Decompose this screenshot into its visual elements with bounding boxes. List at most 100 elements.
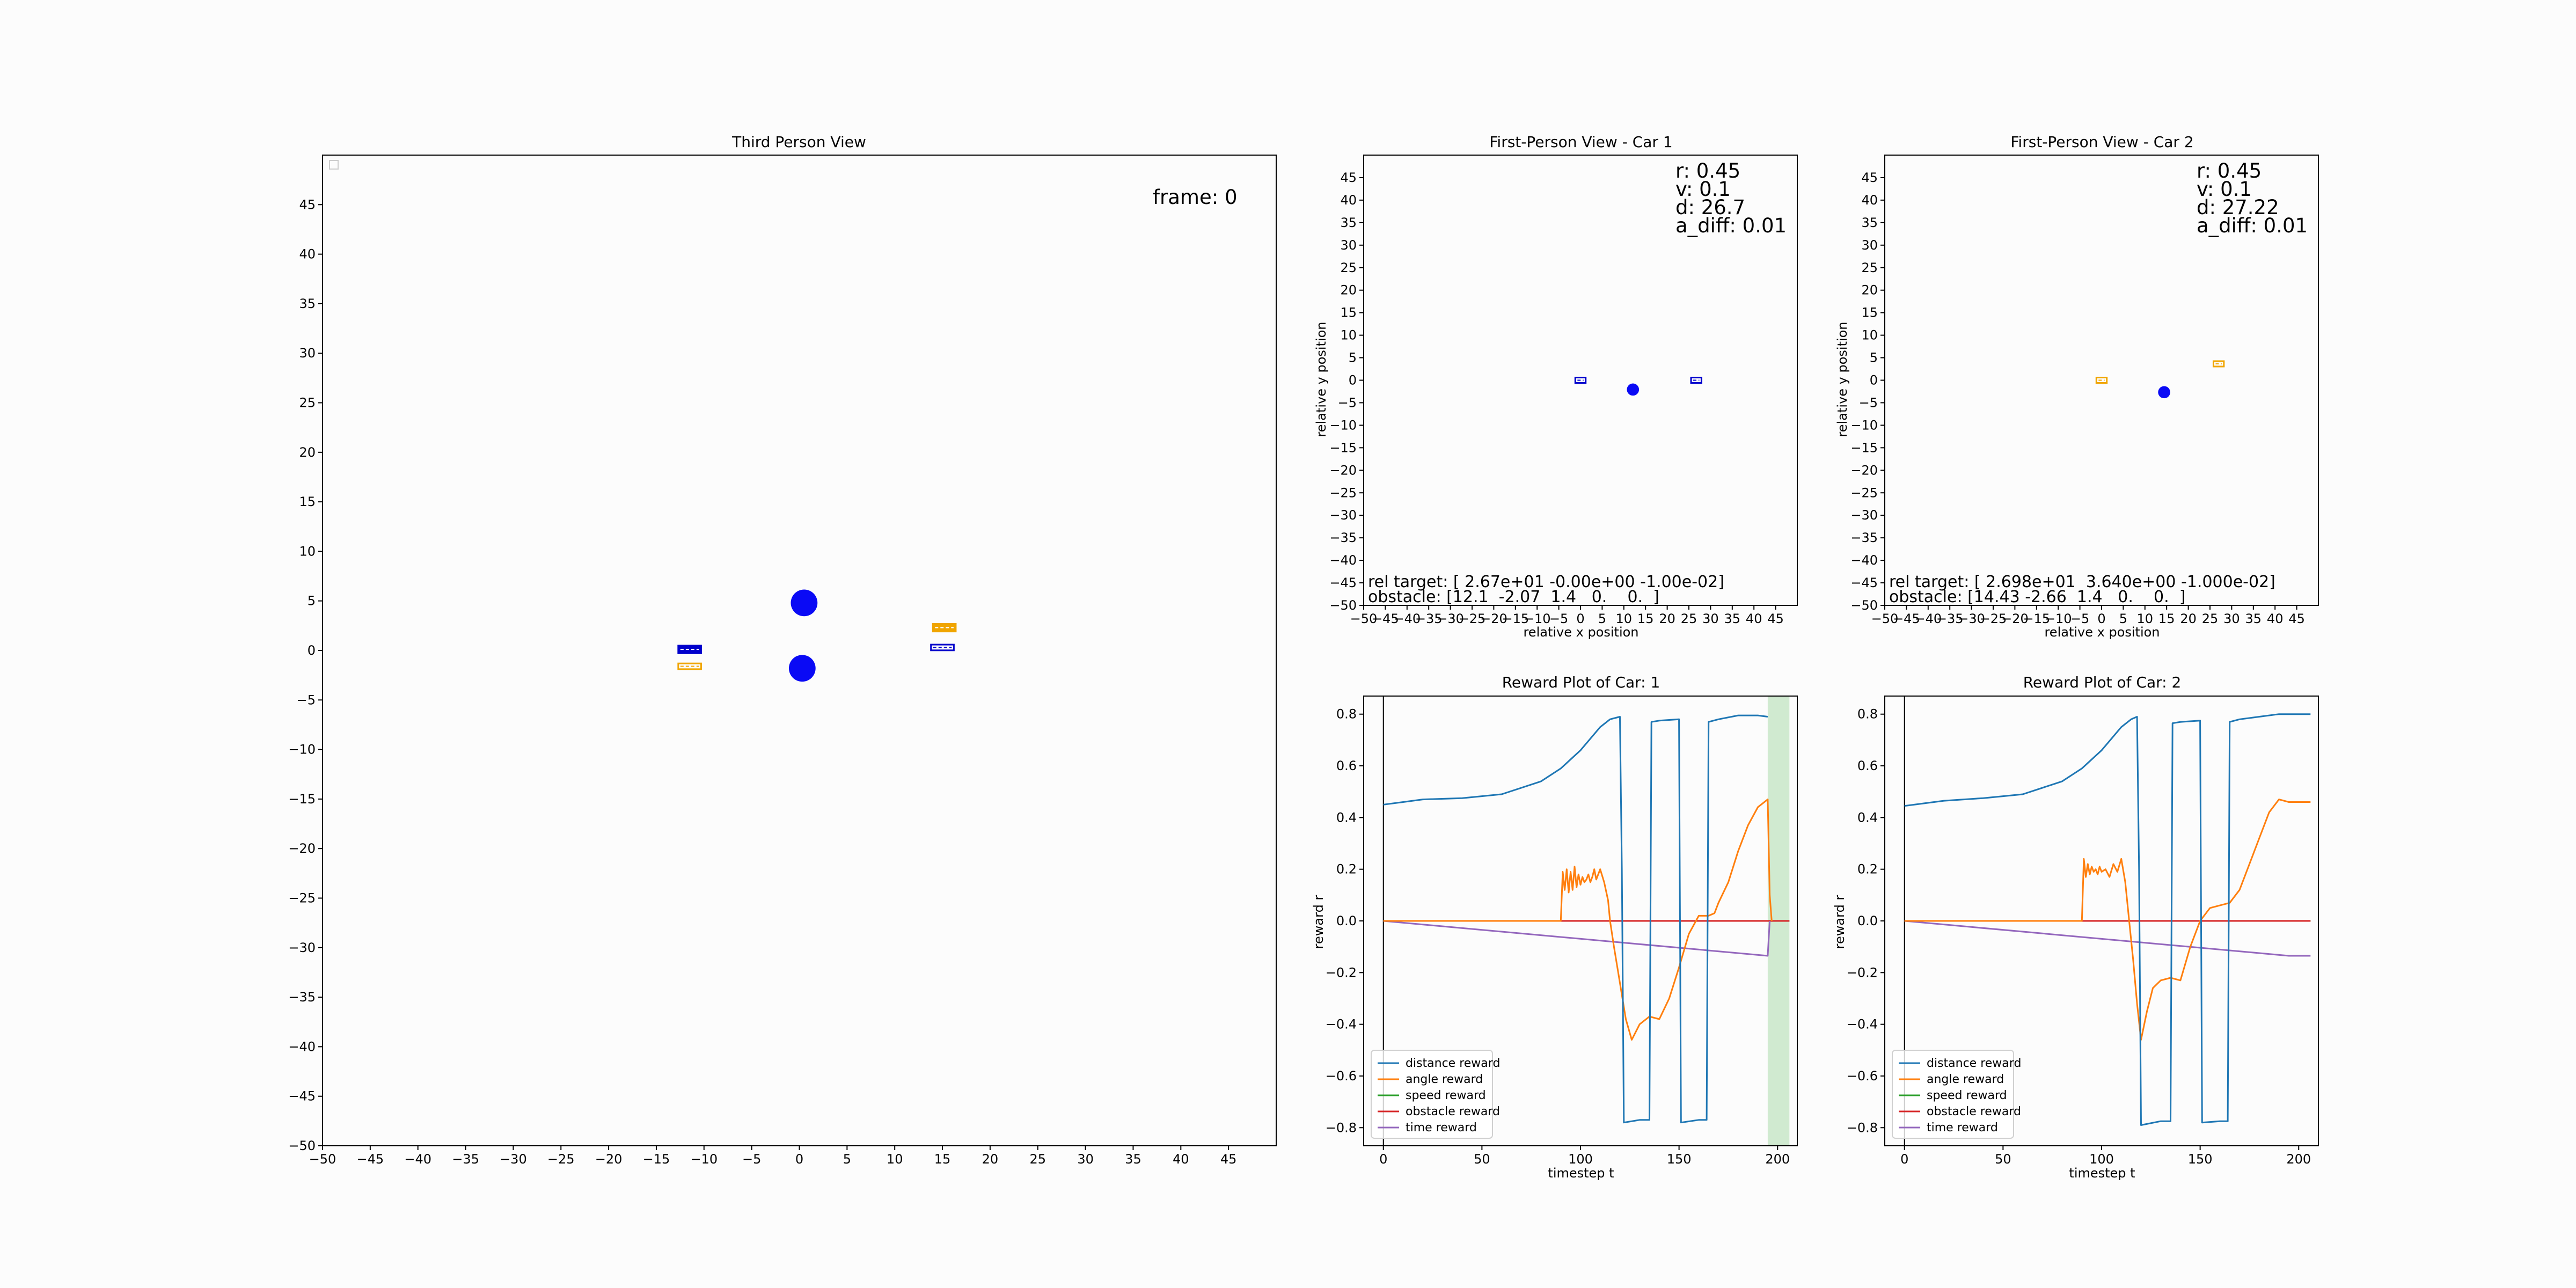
third-xtick-label: 0: [795, 1152, 803, 1167]
third-xtick-label: −10: [690, 1152, 718, 1167]
fp1-xtick-label: −10: [1524, 611, 1551, 626]
rew1-ytick-label: −0.2: [1326, 965, 1357, 980]
fp2-ytick-label: −50: [1850, 598, 1878, 613]
fp1-ytick-label: 45: [1340, 170, 1357, 185]
fp2-car: [2095, 377, 2108, 384]
third-xtick-label: −5: [742, 1152, 761, 1167]
third-xtick-label: 35: [1125, 1152, 1141, 1167]
fp1-ytick-label: 20: [1340, 283, 1357, 298]
rew1-xtick-label: 200: [1765, 1152, 1790, 1167]
third-xtick-label: 15: [934, 1152, 951, 1167]
fp2-xtick-label: 20: [2180, 611, 2197, 626]
fp2-info-r: r: 0.45: [2197, 159, 2262, 182]
fp1-xtick-label: −20: [1480, 611, 1507, 626]
fp2-ytick-label: −40: [1850, 553, 1878, 568]
fp1-xtick-label: 10: [1616, 611, 1633, 626]
rew1-ytick-label: 0.0: [1336, 913, 1357, 928]
fp2-xtick-label: −5: [2070, 611, 2089, 626]
rew2-series-time-reward: [1904, 920, 2311, 957]
rew1-ytick-label: −0.6: [1326, 1069, 1357, 1084]
third-ytick-label: −15: [288, 792, 316, 807]
rew1-legend-label: speed reward: [1406, 1089, 1486, 1102]
fp1-xtick-label: 30: [1702, 611, 1719, 626]
fp1-xtick-label: −30: [1437, 611, 1464, 626]
rew1-xlabel: timestep t: [1548, 1166, 1614, 1181]
fp2-obstacle: [2158, 386, 2170, 399]
fp1-obstacle: [1627, 383, 1640, 396]
fp2-ytick-label: −20: [1850, 463, 1878, 478]
fp2-ytick-label: 45: [1861, 170, 1878, 185]
fp1-ytick-label: −5: [1338, 395, 1357, 410]
fp2-ytick-label: 25: [1861, 260, 1878, 275]
fp2-info-v: v: 0.1: [2197, 178, 2252, 201]
rew2-ytick-label: −0.4: [1847, 1017, 1878, 1032]
fp1-info-d: d: 26.7: [1675, 196, 1745, 219]
rew2-legend-label: speed reward: [1927, 1089, 2007, 1102]
fp1-xtick-label: −15: [1502, 611, 1529, 626]
fp2-xtick-label: 30: [2223, 611, 2240, 626]
third-car: [677, 645, 702, 654]
third-xtick-label: −25: [547, 1152, 575, 1167]
third-ytick-label: 45: [299, 197, 316, 212]
fp1-xtick-label: −50: [1350, 611, 1378, 626]
fp1-info-v: v: 0.1: [1675, 178, 1731, 201]
rew1-xtick-label: 50: [1474, 1152, 1490, 1167]
fp1-xtick-label: 0: [1576, 611, 1584, 626]
fp2-ytick-label: 35: [1861, 215, 1878, 230]
rew2-ytick-label: −0.2: [1847, 965, 1878, 980]
fp2-xtick-label: 35: [2245, 611, 2262, 626]
third-ytick-label: 15: [299, 494, 316, 509]
fp1-rel-target: rel target: [ 2.67e+01 -0.00e+00 -1.00e-…: [1368, 573, 1724, 591]
third-xtick-label: 10: [887, 1152, 903, 1167]
rew1-series-distance-reward: [1383, 714, 1768, 1124]
rew1-ytick-label: 0.6: [1336, 758, 1357, 773]
fp1-ytick-label: −25: [1329, 485, 1357, 500]
fp1-xtick-label: −5: [1549, 611, 1568, 626]
third-xtick-label: −20: [595, 1152, 623, 1167]
third-xtick-label: 30: [1077, 1152, 1094, 1167]
fp2-ylabel: relative y position: [1835, 321, 1850, 437]
fp1-xtick-label: −40: [1393, 611, 1421, 626]
fp1-xtick-label: 35: [1724, 611, 1741, 626]
fp1-ylabel: relative y position: [1314, 321, 1329, 437]
fp1-ytick-label: 35: [1340, 215, 1357, 230]
fp2-xtick-label: −15: [2023, 611, 2050, 626]
rew2-ytick-label: 0.6: [1857, 758, 1878, 773]
third-axes-frame: [322, 155, 1277, 1146]
fp1-xlabel: relative x position: [1523, 625, 1638, 640]
third-obstacle: [788, 655, 816, 682]
third-ytick-label: 20: [299, 445, 316, 460]
fp2-ytick-label: 40: [1861, 193, 1878, 208]
fp2-ytick-label: −45: [1850, 575, 1878, 590]
fp1-obstacle-text: obstacle: [12.1 -2.07 1.4 0. 0. ]: [1368, 588, 1659, 606]
rew1-title: Reward Plot of Car: 1: [1502, 674, 1660, 691]
fp2-ytick-label: −15: [1850, 440, 1878, 455]
fp1-ytick-label: 5: [1349, 350, 1357, 365]
empty-legend-box: [329, 160, 339, 170]
third-ytick-label: −35: [288, 990, 316, 1005]
fp1-ytick-label: 0: [1349, 373, 1357, 388]
third-ytick-label: 10: [299, 544, 316, 559]
third-xtick-label: −15: [643, 1152, 670, 1167]
fp2-title: First-Person View - Car 2: [2010, 133, 2193, 151]
rew2-ytick-label: 0.4: [1857, 810, 1878, 825]
fp2-ytick-label: 20: [1861, 283, 1878, 298]
fp1-ytick-label: 30: [1340, 238, 1357, 253]
fp2-xtick-label: −10: [2045, 611, 2072, 626]
fp2-car: [2212, 360, 2225, 368]
frame-label: frame: 0: [1153, 186, 1238, 209]
rew2-legend-label: obstacle reward: [1927, 1105, 2021, 1118]
fp1-ytick-label: −15: [1329, 440, 1357, 455]
third-xtick-label: −50: [309, 1152, 336, 1167]
fp1-xtick-label: −25: [1459, 611, 1486, 626]
rew1-xtick-label: 0: [1379, 1152, 1387, 1167]
third-xtick-label: 5: [843, 1152, 851, 1167]
rew2-xtick-label: 0: [1900, 1152, 1908, 1167]
fp1-info-adiff: a_diff: 0.01: [1675, 214, 1787, 237]
fp2-xtick-label: 45: [2288, 611, 2305, 626]
fp1-ytick-label: 25: [1340, 260, 1357, 275]
rew2-ylabel: reward r: [1832, 895, 1847, 949]
fp1-ytick-label: −45: [1329, 575, 1357, 590]
